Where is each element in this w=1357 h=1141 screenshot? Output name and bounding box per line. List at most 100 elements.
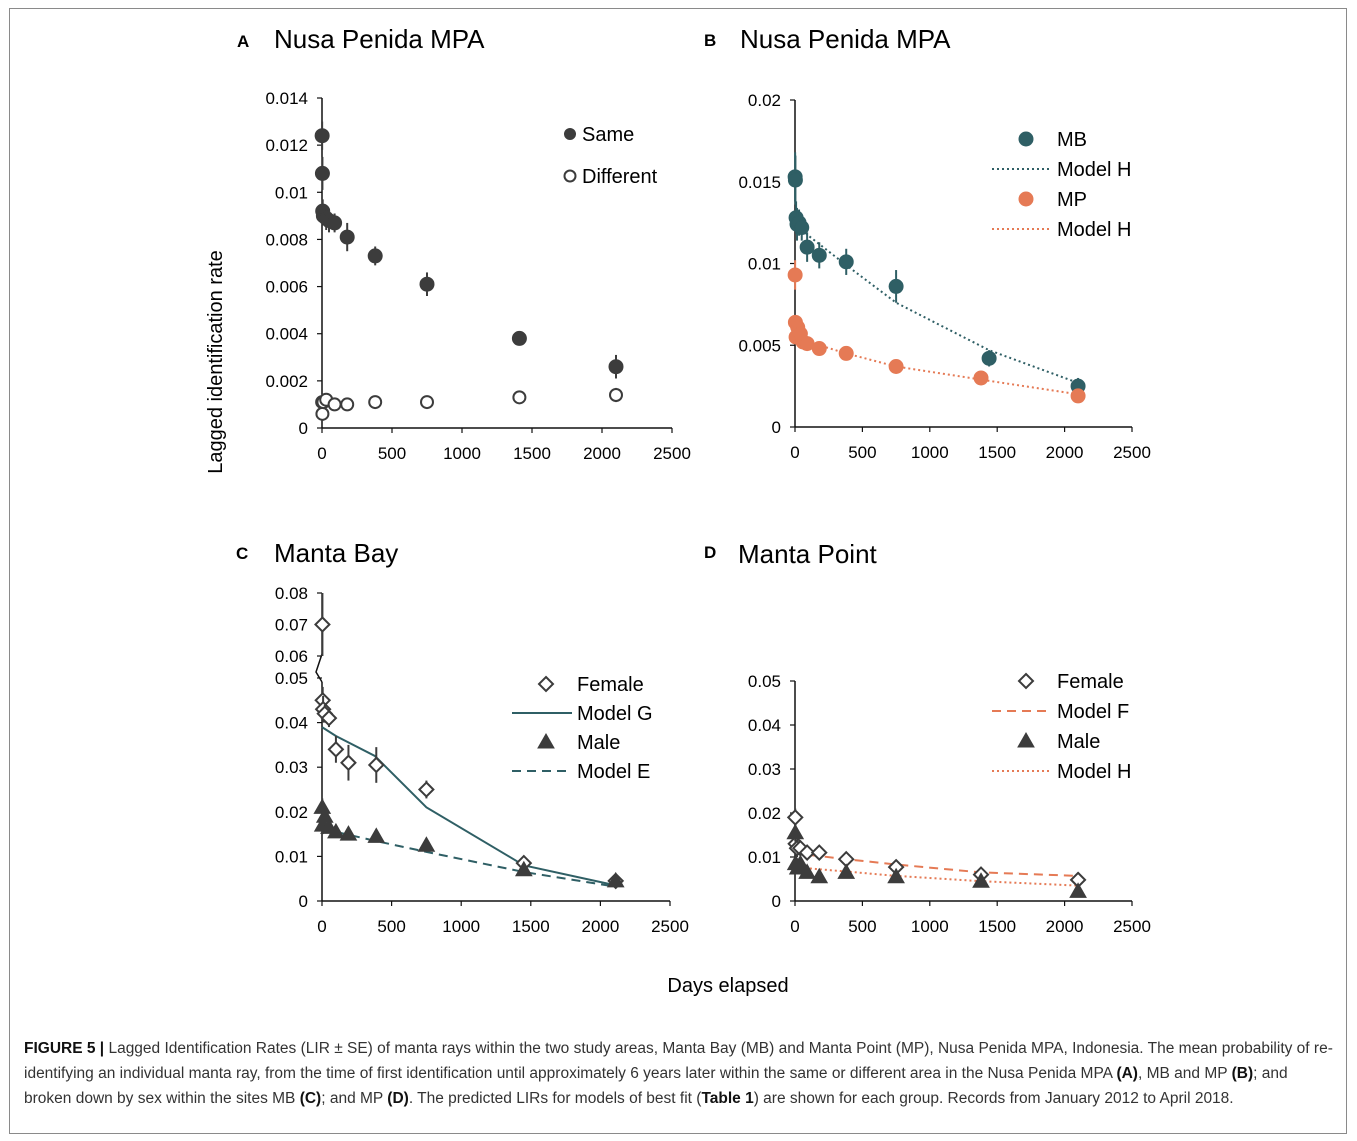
data-point bbox=[340, 754, 357, 772]
y-tick-label: 0.004 bbox=[265, 325, 308, 344]
legend-swatch bbox=[1018, 191, 1034, 207]
panel-title: Manta Bay bbox=[274, 538, 398, 568]
legend-label: MB bbox=[1057, 129, 1087, 151]
data-point bbox=[417, 781, 435, 798]
data-point bbox=[327, 397, 342, 412]
y-axis-title: Lagged identification rate bbox=[205, 250, 227, 474]
data-point bbox=[608, 359, 624, 375]
legend-item: Male bbox=[1017, 731, 1100, 753]
series-line-model-h bbox=[794, 331, 1079, 396]
data-point bbox=[367, 248, 383, 264]
data-point bbox=[798, 844, 816, 862]
x-tick-label: 2500 bbox=[651, 917, 689, 936]
y-tick-label: 0.015 bbox=[738, 173, 781, 192]
data-point bbox=[327, 215, 343, 231]
figure-caption: FIGURE 5 | Lagged Identification Rates (… bbox=[24, 1036, 1334, 1111]
legend-label: Male bbox=[1057, 731, 1100, 753]
data-point bbox=[794, 220, 810, 236]
data-point bbox=[340, 397, 355, 412]
y-tick-label: 0 bbox=[299, 892, 308, 911]
caption-ref-b: (B) bbox=[1231, 1065, 1254, 1082]
caption-text-5: . The predicted LIRs for models of best … bbox=[408, 1090, 702, 1107]
panel-letter: D bbox=[704, 543, 716, 562]
panel-letter: B bbox=[704, 31, 716, 50]
data-point bbox=[367, 756, 385, 774]
data-point bbox=[786, 823, 805, 840]
y-tick-label: 0 bbox=[772, 892, 781, 911]
series-line-model-g bbox=[321, 726, 616, 887]
data-point bbox=[609, 388, 623, 402]
data-point bbox=[512, 390, 527, 405]
x-tick-label: 2000 bbox=[1046, 917, 1084, 936]
y-tick-label: 0.01 bbox=[275, 847, 308, 866]
data-point bbox=[313, 798, 332, 814]
data-point bbox=[798, 863, 816, 879]
data-point bbox=[417, 836, 436, 852]
x-tick-label: 2500 bbox=[653, 444, 691, 463]
y-tick-label: 0.014 bbox=[265, 89, 308, 108]
legend-item: Female bbox=[1017, 671, 1124, 693]
caption-label: FIGURE 5 | bbox=[24, 1040, 105, 1057]
y-tick-label: 0.03 bbox=[275, 758, 308, 777]
x-tick-label: 500 bbox=[848, 917, 876, 936]
data-point bbox=[327, 822, 345, 839]
x-tick-label: 2000 bbox=[1046, 443, 1084, 462]
legend-label: Female bbox=[577, 674, 644, 696]
panel-d: D Manta Point 0 0.01 0.02 0.03 0.04 0.05 0 500 100… bbox=[704, 539, 1151, 936]
legend-item: MB bbox=[1018, 129, 1087, 151]
x-tick-label: 500 bbox=[848, 443, 876, 462]
series-mp bbox=[787, 260, 1086, 404]
data-point bbox=[320, 709, 338, 727]
data-point bbox=[838, 254, 854, 270]
data-point bbox=[799, 239, 815, 255]
y-tick-label: 0.01 bbox=[748, 848, 781, 867]
y-tick-label: 0.002 bbox=[265, 372, 308, 391]
legend-item: Female bbox=[537, 674, 644, 696]
data-point bbox=[837, 863, 856, 879]
legend-swatch bbox=[564, 128, 576, 140]
x-axis-title: Days elapsed bbox=[667, 975, 788, 997]
x-tick-label: 2000 bbox=[581, 917, 619, 936]
legend-item: Model G bbox=[512, 703, 653, 725]
panel-title: Nusa Penida MPA bbox=[740, 24, 951, 54]
legend-label: Female bbox=[1057, 671, 1124, 693]
data-point bbox=[514, 860, 533, 877]
x-tick-label: 2000 bbox=[583, 444, 621, 463]
series-line-model-f bbox=[794, 851, 1079, 877]
legend-swatch bbox=[537, 675, 555, 693]
data-point bbox=[1070, 388, 1086, 404]
legend-label: Model E bbox=[577, 761, 650, 783]
legend-swatch bbox=[1017, 672, 1035, 690]
y-tick-label: 0.05 bbox=[748, 672, 781, 691]
y-tick-label: 0.02 bbox=[748, 91, 781, 110]
data-point bbox=[888, 278, 904, 294]
data-point bbox=[314, 128, 330, 144]
legend-swatch bbox=[563, 169, 577, 183]
legend-label: Same bbox=[582, 124, 634, 146]
caption-text-6: ) are shown for each group. Records from… bbox=[753, 1090, 1234, 1107]
data-point bbox=[787, 267, 803, 283]
legend-swatch bbox=[537, 732, 555, 749]
x-tick-label: 1500 bbox=[978, 917, 1016, 936]
legend-label: Model H bbox=[1057, 761, 1131, 783]
data-point bbox=[339, 825, 358, 841]
x-tick-label: 0 bbox=[317, 444, 326, 463]
x-tick-label: 1500 bbox=[513, 444, 551, 463]
x-tick-label: 1000 bbox=[911, 917, 949, 936]
legend-item: Different bbox=[563, 166, 658, 188]
legend-item: Male bbox=[537, 732, 620, 754]
y-tick-label: 0.04 bbox=[748, 716, 781, 735]
legend: Female Model G Male Model E bbox=[512, 674, 653, 783]
series-male bbox=[786, 823, 1087, 898]
y-tick-label: 0.04 bbox=[275, 714, 308, 733]
figure-frame bbox=[9, 8, 1347, 1134]
data-point bbox=[606, 871, 625, 888]
legend-label: Model H bbox=[1057, 219, 1131, 241]
y-tick-label: 0.02 bbox=[275, 803, 308, 822]
panel-title: Nusa Penida MPA bbox=[274, 24, 485, 54]
y-tick-label: 0.006 bbox=[265, 278, 308, 297]
caption-text-2: , MB and MP bbox=[1137, 1065, 1232, 1082]
x-tick-label: 1000 bbox=[443, 444, 481, 463]
data-point bbox=[810, 844, 828, 862]
panel-title: Manta Point bbox=[738, 539, 878, 569]
